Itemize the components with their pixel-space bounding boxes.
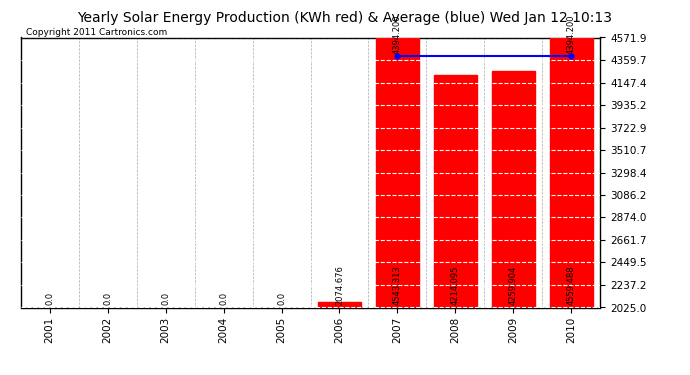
Text: 0.0: 0.0 xyxy=(103,292,112,305)
Text: 4543.313: 4543.313 xyxy=(393,266,402,305)
Bar xyxy=(375,38,419,308)
Text: 4394.200: 4394.200 xyxy=(566,15,576,54)
Bar xyxy=(549,38,593,308)
Bar xyxy=(259,308,304,375)
Text: 4214.095: 4214.095 xyxy=(451,266,460,305)
Text: 0.0: 0.0 xyxy=(45,292,55,305)
Bar xyxy=(201,308,246,375)
Text: 0.0: 0.0 xyxy=(277,292,286,305)
Text: Yearly Solar Energy Production (KWh red) & Average (blue) Wed Jan 12 10:13: Yearly Solar Energy Production (KWh red)… xyxy=(77,11,613,25)
Bar xyxy=(491,70,535,308)
Bar xyxy=(433,75,477,308)
Text: 4559.488: 4559.488 xyxy=(566,266,576,305)
Bar xyxy=(28,308,72,375)
Text: 0.0: 0.0 xyxy=(161,292,170,305)
Text: 4394.200: 4394.200 xyxy=(393,15,402,54)
Bar xyxy=(317,302,362,307)
Text: 2074.676: 2074.676 xyxy=(335,266,344,305)
Text: Copyright 2011 Cartronics.com: Copyright 2011 Cartronics.com xyxy=(26,28,168,37)
Text: 4259.904: 4259.904 xyxy=(509,266,518,305)
Bar xyxy=(144,308,187,375)
Bar xyxy=(86,308,130,375)
Text: 0.0: 0.0 xyxy=(219,292,228,305)
